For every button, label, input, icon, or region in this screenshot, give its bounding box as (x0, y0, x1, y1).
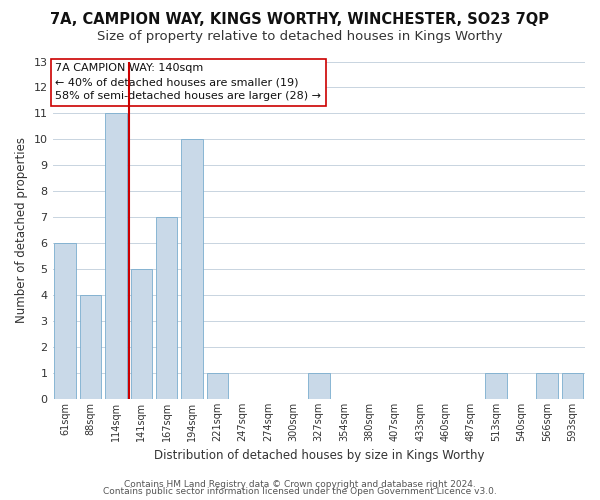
Bar (206, 373, 228, 399)
Text: 7A, CAMPION WAY, KINGS WORTHY, WINCHESTER, SO23 7QP: 7A, CAMPION WAY, KINGS WORTHY, WINCHESTE… (50, 12, 550, 28)
Bar (536, 373, 558, 399)
Bar (105, 114, 127, 399)
Y-axis label: Number of detached properties: Number of detached properties (15, 138, 28, 324)
Text: 7A CAMPION WAY: 140sqm
← 40% of detached houses are smaller (19)
58% of semi-det: 7A CAMPION WAY: 140sqm ← 40% of detached… (55, 63, 321, 101)
Bar (181, 140, 203, 399)
Bar (131, 269, 152, 399)
Bar (562, 373, 583, 399)
X-axis label: Distribution of detached houses by size in Kings Worthy: Distribution of detached houses by size … (154, 450, 484, 462)
Text: Contains public sector information licensed under the Open Government Licence v3: Contains public sector information licen… (103, 487, 497, 496)
Bar (308, 373, 329, 399)
Bar (156, 218, 178, 399)
Bar (485, 373, 507, 399)
Text: Contains HM Land Registry data © Crown copyright and database right 2024.: Contains HM Land Registry data © Crown c… (124, 480, 476, 489)
Bar (55, 243, 76, 399)
Text: Size of property relative to detached houses in Kings Worthy: Size of property relative to detached ho… (97, 30, 503, 43)
Bar (80, 295, 101, 399)
